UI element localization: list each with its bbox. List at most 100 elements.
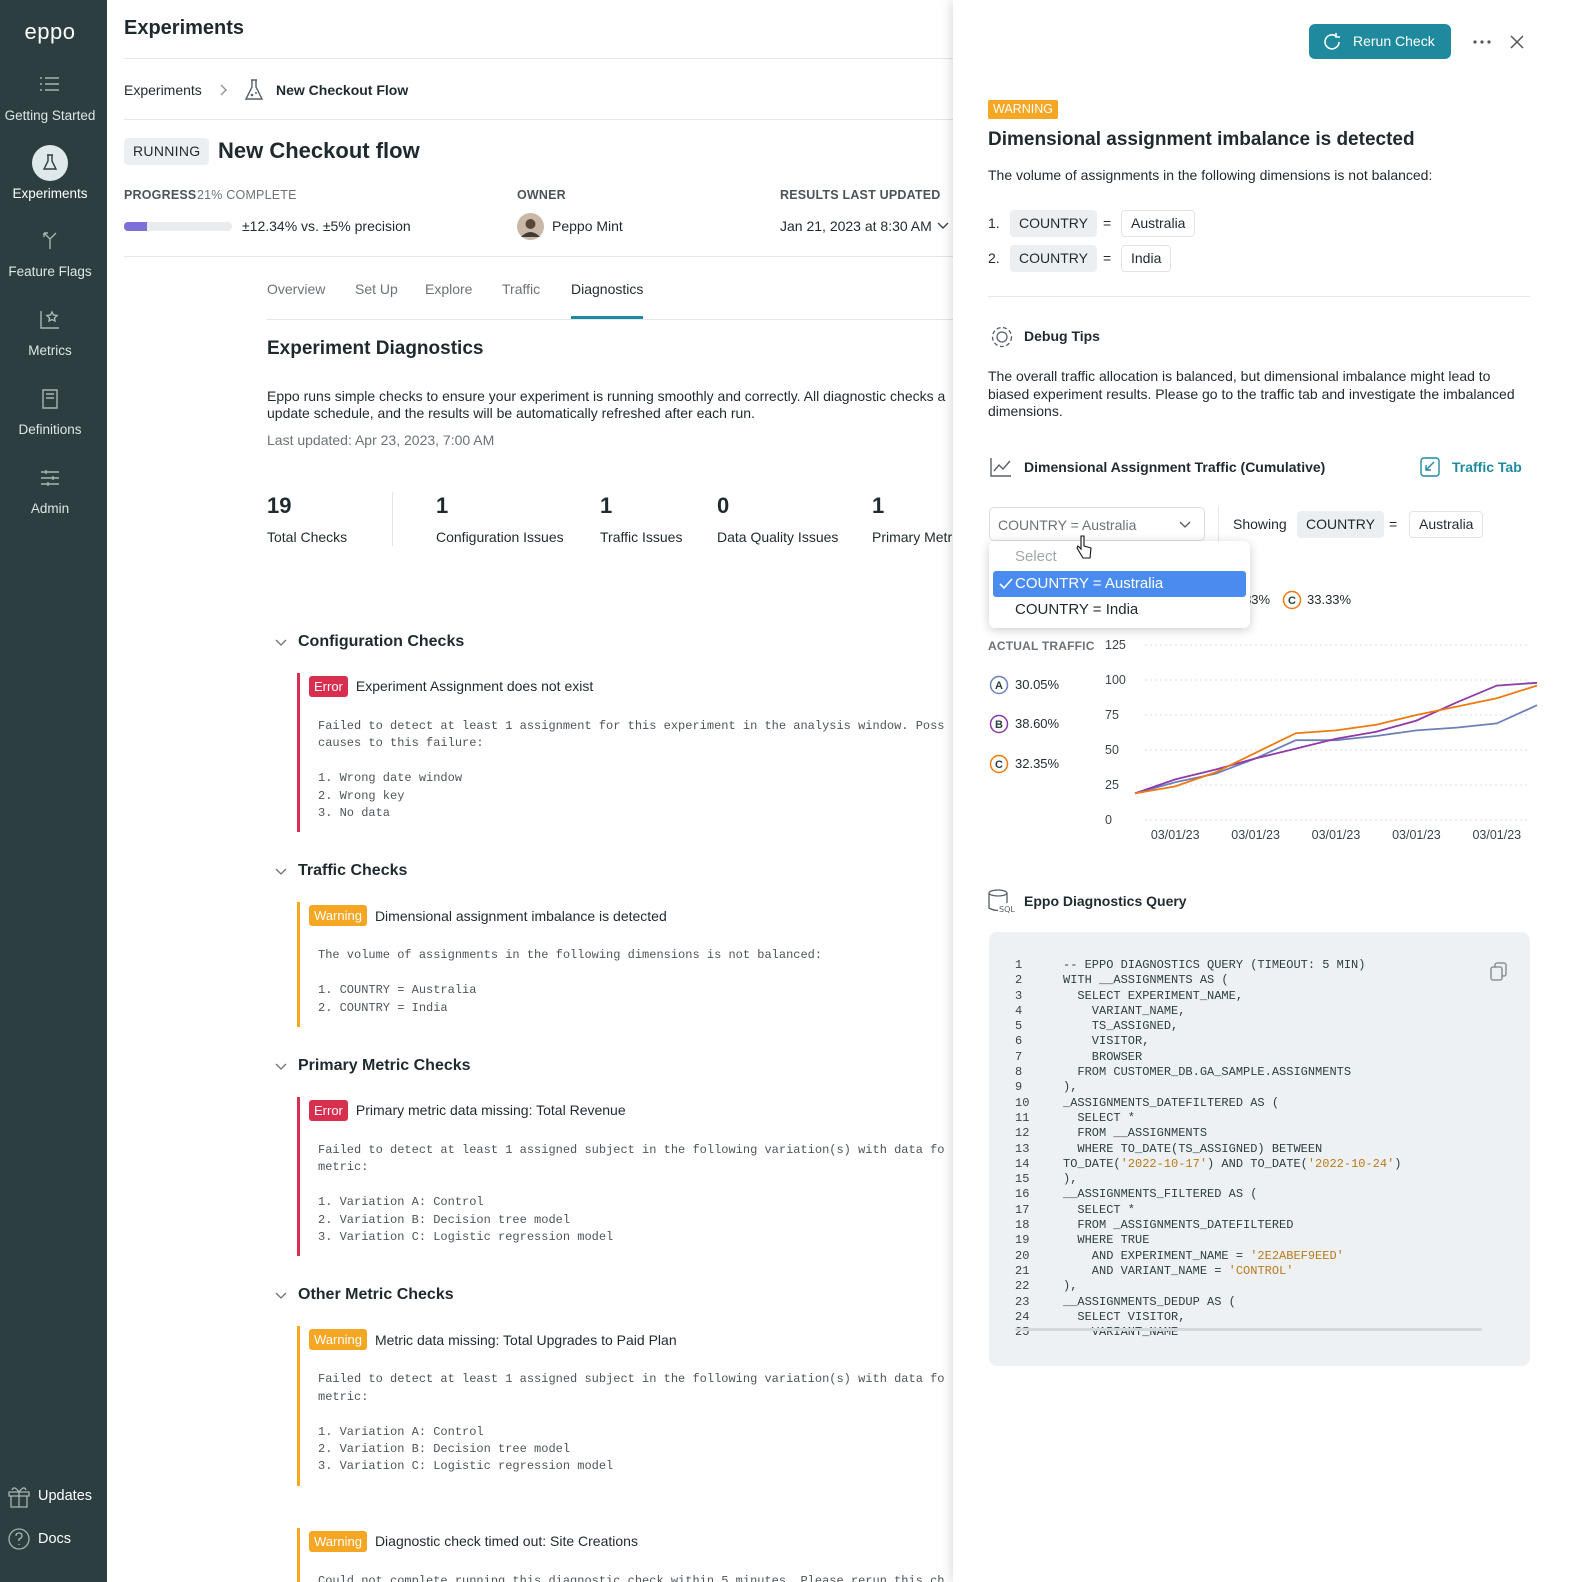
line-number: 1 (1015, 958, 1023, 972)
nav-label[interactable]: Admin (30, 501, 70, 516)
dimension-key: COUNTRY (1010, 245, 1097, 272)
query-title: Eppo Diagnostics Query (1024, 893, 1187, 909)
code-text: SELECT * (1063, 1110, 1136, 1125)
sidebar: eppo Getting Started Experiments Feature F… (0, 0, 107, 1582)
close-button[interactable] (1509, 34, 1525, 50)
icon-glyph (41, 470, 59, 486)
line-number: 4 (1015, 1003, 1023, 1018)
tab[interactable]: Diagnostics (571, 281, 644, 297)
section-title[interactable]: Traffic Checks (270, 859, 953, 883)
section-title[interactable]: Configuration Checks (270, 630, 953, 654)
code-row: 16 __ASSIGNMENTS_FILTERED AS ( (1015, 1187, 1505, 1202)
code-text: ), (1063, 1279, 1078, 1294)
last-updated: Last updated: Apr 23, 2023, 7:00 AM (267, 432, 495, 448)
dropdown-option[interactable]: COUNTRY = Australia (993, 571, 1246, 597)
legend-swatch (989, 714, 1009, 734)
code-row: 5 TS_ASSIGNED, (1015, 1019, 1505, 1034)
tab-underline (571, 316, 643, 319)
section-heading: Experiment Diagnostics (267, 338, 484, 359)
body-line: 1. Wrong date window (318, 771, 463, 786)
collapse-chevron[interactable] (274, 866, 288, 878)
check-header: Warning Metric data missing: Total Upgrad… (309, 1328, 953, 1352)
footer-icon[interactable] (6, 1483, 32, 1509)
code-text: WITH __ASSIGNMENTS AS ( (1063, 973, 1229, 988)
check-body: Failed to detect at least 1 assigned sub… (309, 1371, 953, 1475)
status-badge: Warning (309, 1530, 367, 1552)
traffic-tab-link[interactable]: Traffic Tab (1452, 459, 1522, 475)
stat-label: Total Checks (267, 529, 348, 545)
icon-glyph (43, 232, 57, 249)
nav-label[interactable]: Feature Flags (8, 264, 92, 279)
line-number: 17 (1015, 1202, 1030, 1217)
legend-swatch (1282, 590, 1302, 610)
divider (1218, 506, 1219, 542)
nav-icon[interactable] (31, 144, 69, 182)
results-date[interactable]: Jan 21, 2023 at 8:30 AM (780, 218, 932, 234)
icon-path (15, 1532, 23, 1545)
link-icon[interactable] (1419, 456, 1441, 478)
code-row: 13 WHERE TO_DATE(TS_ASSIGNED) BETWEEN (1015, 1142, 1505, 1157)
owner-name: Peppo Mint (552, 218, 623, 234)
stat-label: Configuration Issues (436, 529, 564, 545)
line-number: 24 (1015, 1309, 1030, 1324)
check-title: Metric data missing: Total Upgrades to P… (374, 1331, 677, 1348)
dropdown-option[interactable]: COUNTRY = India (993, 597, 1246, 623)
divider (124, 256, 953, 257)
body-line: Failed to detect at least 1 assignment f… (318, 719, 945, 733)
nav-label[interactable]: Getting Started (4, 108, 96, 123)
collapse-chevron[interactable] (274, 637, 288, 649)
nav-label[interactable]: Definitions (18, 422, 82, 437)
rerun-button[interactable]: Rerun Check (1309, 24, 1451, 59)
nav-label[interactable]: Experiments (12, 186, 88, 201)
copy-button[interactable] (1489, 961, 1509, 983)
code-row: 6 VISITOR, (1015, 1034, 1505, 1049)
line-number: 8 (1015, 1065, 1023, 1080)
divider (124, 58, 953, 59)
footer-link[interactable]: Updates (38, 1488, 93, 1504)
nav-icon[interactable] (31, 222, 69, 260)
footer-link[interactable]: Docs (38, 1531, 72, 1547)
section-title[interactable]: Other Metric Checks (270, 1283, 953, 1307)
stat-label: Traffic Issues (600, 529, 683, 545)
code-text: __ASSIGNMENTS_DEDUP AS ( (1063, 1294, 1236, 1309)
scrollbar (1015, 1328, 1482, 1331)
section-title[interactable]: Primary Metric Checks (270, 1054, 953, 1078)
icon-glyph (42, 389, 58, 409)
logo[interactable]: eppo (24, 19, 76, 44)
icon-circle (8, 1528, 30, 1550)
code-text: _ASSIGNMENTS_DATEFILTERED AS ( (1063, 1095, 1280, 1110)
code-row: 15), (1015, 1172, 1505, 1187)
tab[interactable]: Overview (267, 281, 326, 297)
tab[interactable]: Traffic (502, 281, 541, 297)
code-row: 21 AND VARIANT_NAME = 'CONTROL' (1015, 1264, 1505, 1279)
series-line (1134, 681, 1538, 795)
dimension-operator: = (1103, 250, 1112, 266)
check-body: Could not complete running this diagnost… (309, 1573, 953, 1582)
nav-label[interactable]: Metrics (28, 343, 72, 358)
dropdown-chevron[interactable] (936, 220, 950, 232)
collapse-chevron[interactable] (274, 1061, 288, 1073)
body-block: Failed to detect at least 1 assigned sub… (318, 1142, 953, 1177)
body-block: Failed to detect at least 1 assignment f… (318, 718, 953, 753)
chevron-path (275, 1063, 287, 1070)
line-number: 20 (1015, 1248, 1030, 1263)
dimension-select[interactable]: COUNTRY = Australia (989, 507, 1205, 541)
nav-icon[interactable] (31, 301, 69, 339)
dimension-value: Australia (1121, 210, 1196, 237)
line-number: 13 (1015, 1141, 1030, 1156)
series-line (1134, 684, 1538, 795)
code-text: AND VARIANT_NAME = 'CONTROL' (1063, 1263, 1294, 1278)
collapse-chevron[interactable] (274, 1290, 288, 1302)
nav-icon[interactable] (31, 459, 69, 497)
tab[interactable]: Explore (425, 281, 473, 297)
breadcrumb-link[interactable]: Experiments (124, 82, 202, 98)
panel-content: Rerun Check WARNING Dimensional assignme… (953, 0, 1578, 1582)
check-sections: Configuration Checks Error Experiment Assi… (270, 630, 953, 1582)
nav-icon[interactable] (31, 380, 69, 418)
code-text: -- EPPO DIAGNOSTICS QUERY (TIMEOUT: 5 MI… (1063, 958, 1366, 972)
tab[interactable]: Set Up (355, 281, 398, 297)
footer-icon[interactable] (6, 1526, 32, 1552)
more-button[interactable] (1472, 34, 1492, 50)
nav-icon[interactable] (31, 66, 69, 104)
x-tick-label: 03/01/23 (1151, 828, 1200, 842)
